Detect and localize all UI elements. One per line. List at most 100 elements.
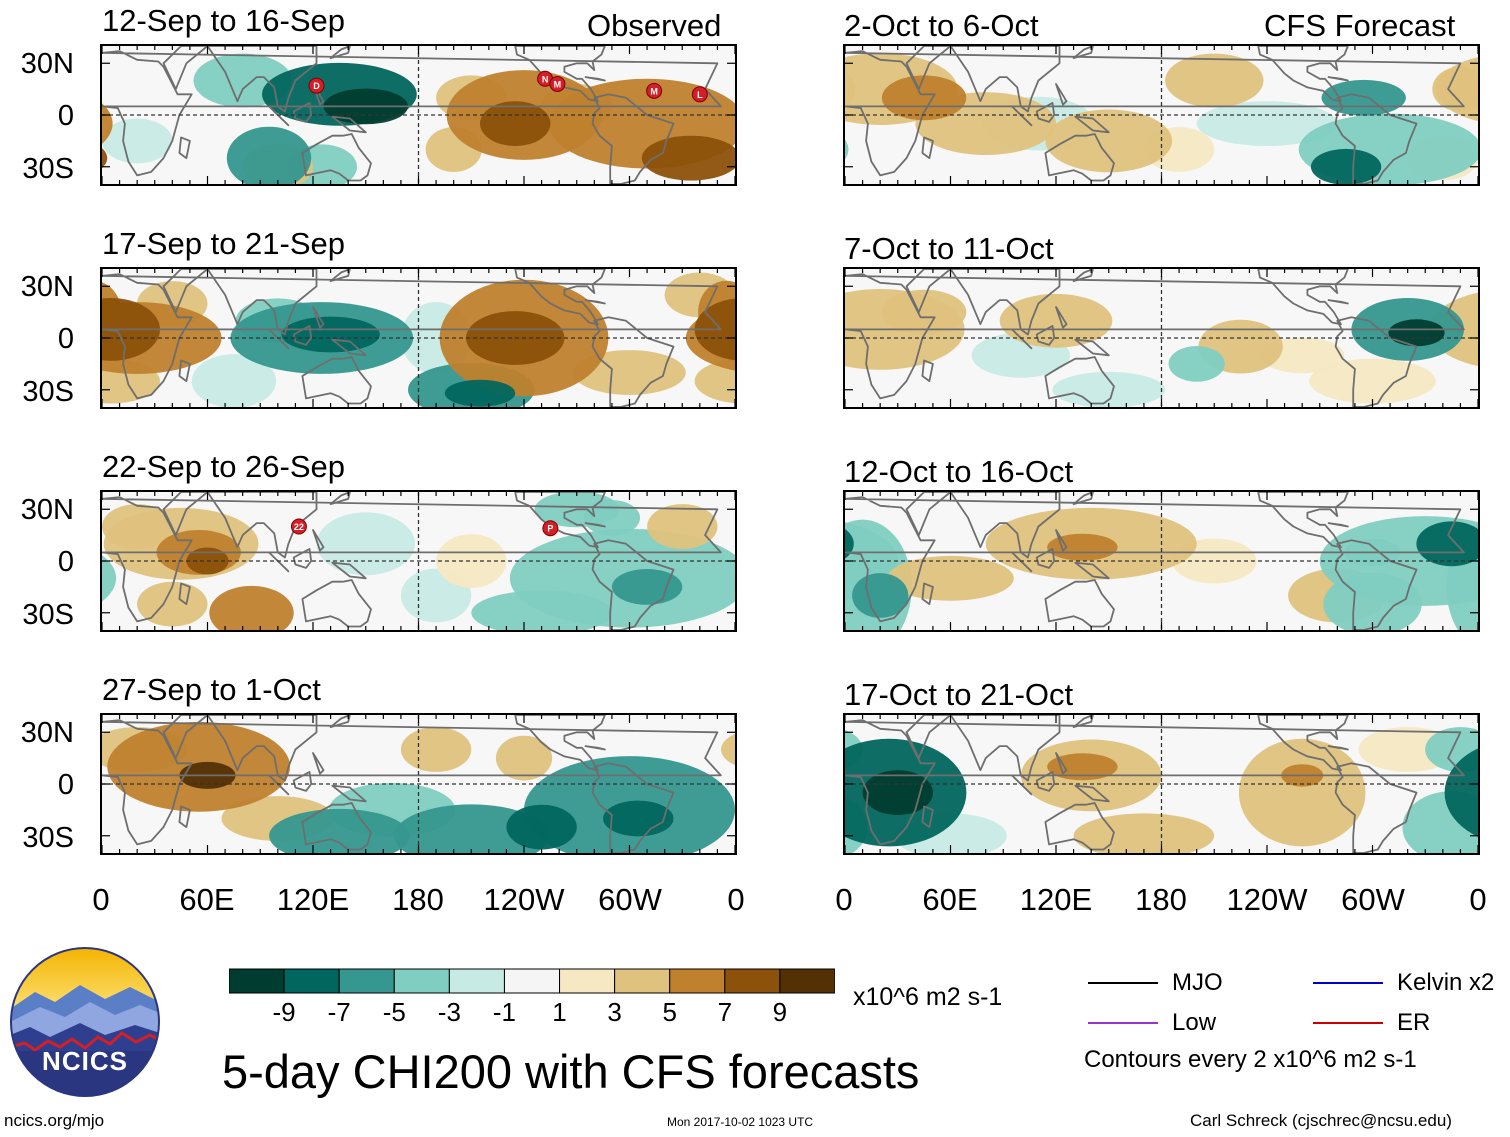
lat-tick-label: 30S	[22, 376, 74, 408]
coastline	[514, 492, 606, 549]
coastline	[1072, 269, 1094, 283]
cfs-forecast-header: CFS Forecast	[1264, 8, 1456, 43]
coastline	[1011, 105, 1033, 127]
coastline	[331, 338, 367, 357]
lat-tick-label: 30N	[20, 48, 74, 80]
colorbar-tick-label: -1	[492, 997, 517, 1027]
legend-label: Kelvin x2	[1397, 969, 1495, 996]
coastline	[1074, 338, 1110, 357]
storm-marker	[542, 520, 559, 537]
lon-tick-label: 120W	[483, 882, 565, 917]
coastline	[845, 50, 1465, 177]
coastline	[921, 359, 934, 382]
anomaly-cell	[444, 379, 516, 407]
lon-tick-label: 60E	[922, 882, 978, 917]
storm-icon: P	[542, 520, 559, 537]
coastline	[1074, 561, 1110, 580]
anomaly-cell	[1310, 148, 1382, 184]
lon-tick-label: 180	[1135, 882, 1187, 917]
anomaly-cell	[887, 555, 1014, 601]
anomaly-cell	[603, 800, 674, 837]
lat-tick-label: 30S	[22, 822, 74, 854]
units-label: x10^6 m2 s-1	[853, 983, 1003, 1011]
lon-tick-label: 0	[92, 882, 110, 917]
map-panel	[843, 44, 1480, 186]
anomaly-cell	[1321, 79, 1406, 116]
anomaly-cell	[226, 126, 312, 184]
coastline	[178, 136, 191, 159]
anomaly-cell	[1073, 813, 1215, 853]
coastline	[584, 299, 606, 305]
storm-label: L	[697, 90, 703, 100]
lat-tick-label: 0	[57, 323, 74, 355]
legend-line-low	[1088, 1022, 1158, 1024]
colorbar-tick-label: 3	[607, 997, 622, 1027]
colorbar-swatch	[393, 968, 450, 994]
coastline	[301, 133, 372, 182]
panel-title: 27-Sep to 1-Oct	[102, 672, 321, 707]
coastline	[1257, 269, 1349, 326]
anomaly-cell	[1045, 109, 1173, 173]
coastline	[178, 359, 191, 382]
lon-tick-label: 60W	[1341, 882, 1405, 917]
storm-label: P	[547, 524, 553, 534]
anomaly-cell	[102, 555, 117, 602]
coastline	[591, 93, 675, 184]
anomaly-cell	[393, 804, 549, 853]
coastline	[292, 102, 313, 123]
anomaly-cell	[209, 585, 294, 630]
legend-line-kelvin-x2	[1313, 982, 1383, 984]
timestamp: Mon 2017-10-02 1023 UTC	[667, 1115, 814, 1129]
coastline	[1327, 522, 1349, 528]
coastline	[162, 492, 318, 559]
lon-tick-label: 120W	[1226, 882, 1308, 917]
coastline	[312, 529, 325, 552]
coastline	[312, 306, 325, 329]
coastline	[331, 784, 367, 803]
coastline	[584, 745, 606, 751]
coastline	[329, 269, 351, 283]
coastline	[292, 325, 313, 346]
ncics-logo: NCICS	[10, 947, 160, 1097]
colorbar-swatch	[779, 968, 835, 994]
colorbar-swatch	[338, 968, 395, 994]
anomaly-cell	[1432, 66, 1478, 112]
anomaly-cell	[506, 804, 577, 850]
coastline	[1334, 762, 1418, 853]
author-credit: Carl Schreck (cjschrec@ncsu.edu)	[1190, 1111, 1452, 1130]
colorbar-swatch	[229, 968, 285, 994]
coastline	[1327, 745, 1349, 751]
coastline	[514, 715, 606, 772]
coastline	[268, 105, 290, 127]
colorbar-swatch	[559, 968, 616, 994]
coastline	[268, 328, 290, 350]
coastline	[1044, 802, 1115, 851]
panel-title: 22-Sep to 26-Sep	[102, 449, 346, 484]
field-layer	[845, 53, 1478, 184]
map-panel	[100, 267, 737, 409]
contour-note: Contours every 2 x10^6 m2 s-1	[1084, 1046, 1417, 1073]
panel-title: 12-Oct to 16-Oct	[844, 454, 1074, 489]
anomaly-cell	[1047, 533, 1118, 561]
lon-tick-label: 0	[835, 882, 853, 917]
storm-label: D	[313, 81, 320, 91]
coastline	[292, 771, 313, 792]
lon-tick-label: 0	[727, 882, 745, 917]
map-panel	[843, 713, 1480, 855]
anomaly-cell	[102, 504, 173, 549]
anomaly-cell	[647, 504, 718, 549]
anomaly-cell	[1168, 346, 1225, 382]
coastline	[331, 115, 367, 134]
coastline	[329, 715, 351, 729]
site-url[interactable]: ncics.org/mjo	[4, 1111, 105, 1130]
anomaly-cell	[1309, 358, 1436, 404]
panel-title: 17-Sep to 21-Sep	[102, 226, 346, 261]
storm-icon: M	[646, 82, 663, 99]
anomaly-cell	[1196, 101, 1338, 146]
storm-icon: L	[691, 86, 708, 103]
colorbar-swatch	[283, 968, 340, 994]
field-layer	[102, 492, 735, 630]
legend-line-er	[1313, 1022, 1383, 1024]
colorbar-tick-label: 5	[662, 997, 677, 1027]
coastline	[312, 752, 325, 775]
